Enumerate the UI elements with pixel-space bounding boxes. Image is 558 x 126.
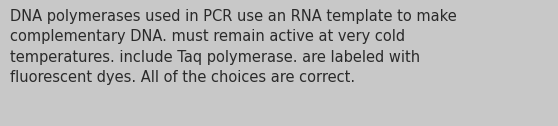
Text: DNA polymerases used in PCR use an RNA template to make
complementary DNA. must : DNA polymerases used in PCR use an RNA t… [10,9,457,85]
